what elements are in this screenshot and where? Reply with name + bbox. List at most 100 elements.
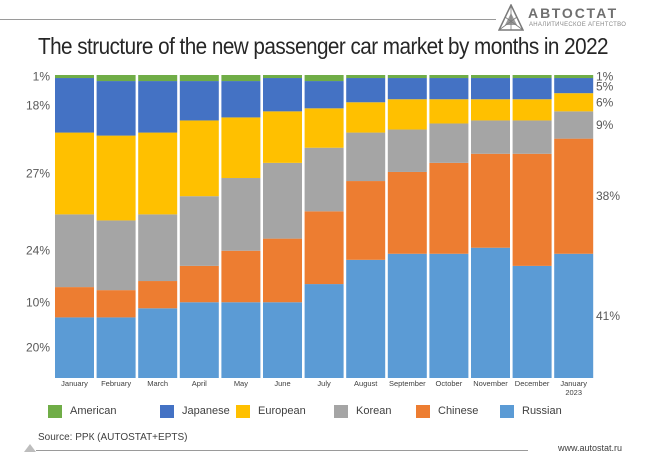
chart-legend: American Japanese European Korean Chinese Rus… [0, 403, 646, 419]
bar-segment-american-12 [512, 75, 552, 79]
autostat-logo: АВТОСТАТ АНАЛИТИЧЕСКОЕ АГЕНТСТВО [498, 4, 638, 34]
bar-segment-european-3 [138, 132, 178, 215]
bar-segment-russian-7 [304, 284, 344, 378]
bar-segment-chinese-12 [512, 153, 552, 266]
bar-segment-korean-2 [96, 220, 136, 291]
bar-segment-japanese-5 [221, 81, 261, 118]
bar-segment-russian-6 [263, 302, 302, 378]
bar-segment-american-13 [554, 75, 594, 79]
bar-segment-korean-11 [471, 120, 510, 154]
left-pct-label-chinese: 10% [26, 295, 50, 309]
bar-segment-european-11 [471, 99, 510, 121]
right-pct-label-european: 6% [596, 95, 614, 109]
category-label-7: July [317, 379, 331, 388]
bar-segment-american-1 [55, 75, 94, 79]
bar-segment-chinese-5 [221, 250, 261, 303]
bar-segment-russian-13 [554, 253, 594, 378]
legend-label-japanese: Japanese [182, 405, 230, 417]
bar-segment-american-11 [471, 75, 510, 79]
bar-segment-russian-2 [96, 317, 136, 378]
legend-label-european: European [258, 405, 306, 417]
legend-swatch-european [236, 404, 250, 418]
bar-segment-korean-1 [55, 214, 94, 288]
bar-segment-japanese-4 [179, 81, 219, 121]
legend-label-korean: Korean [356, 405, 392, 417]
category-label-3: March [147, 379, 168, 388]
bar-segment-american-8 [346, 75, 386, 79]
category-label-13-line2: 2023 [565, 388, 582, 397]
bar-segment-american-7 [304, 75, 344, 82]
bar-segment-russian-11 [471, 247, 510, 378]
bar-segment-japanese-10 [429, 78, 469, 100]
bar-segment-korean-7 [304, 147, 344, 212]
top-rule [0, 19, 496, 20]
legend-label-american: American [70, 405, 117, 417]
bar-segment-korean-8 [346, 132, 386, 182]
logo-name: АВТОСТАТ [528, 5, 619, 21]
category-label-12: December [515, 379, 550, 388]
bar-segment-russian-10 [429, 253, 469, 378]
bar-segment-japanese-2 [96, 81, 136, 136]
left-pct-label-american: 1% [33, 70, 51, 84]
bar-segment-japanese-11 [471, 78, 510, 100]
legend-item-korean: Korean [334, 403, 391, 419]
bar-segment-russian-9 [387, 253, 427, 378]
right-pct-label-russian: 41% [596, 309, 620, 323]
bar-segment-european-10 [429, 99, 469, 124]
bar-segment-chinese-1 [55, 287, 94, 318]
bar-segment-european-9 [387, 99, 427, 130]
bar-segment-chinese-6 [263, 238, 302, 303]
website-link[interactable]: www.autostat.ru [557, 443, 622, 453]
bar-segment-european-8 [346, 102, 386, 133]
category-label-9: September [389, 379, 426, 388]
bar-segment-korean-13 [554, 111, 594, 139]
bar-segment-european-6 [263, 111, 302, 163]
bar-segment-european-7 [304, 108, 344, 148]
bar-segment-korean-5 [221, 178, 261, 251]
legend-item-japanese: Japanese [160, 403, 230, 419]
bar-segment-european-4 [179, 120, 219, 197]
bar-segment-chinese-9 [387, 171, 427, 254]
category-label-2: February [101, 379, 131, 388]
chart-title: The structure of the new passenger car m… [37, 33, 609, 59]
bar-segment-japanese-12 [512, 78, 552, 100]
bar-segment-japanese-7 [304, 81, 344, 109]
left-pct-label-russian: 20% [26, 341, 50, 355]
legend-item-american: American [48, 403, 116, 419]
category-label-5: May [234, 379, 248, 388]
bar-segment-japanese-1 [55, 78, 94, 133]
legend-label-russian: Russian [522, 405, 562, 417]
bar-segment-american-3 [138, 75, 178, 82]
bar-segment-korean-6 [263, 162, 302, 239]
legend-swatch-chinese [416, 404, 430, 418]
bar-segment-russian-12 [512, 265, 552, 378]
bar-segment-russian-4 [179, 302, 219, 378]
stacked-bar-chart: January February March April May June July Augu… [26, 70, 620, 397]
bar-segment-russian-5 [221, 302, 261, 378]
bar-segment-european-1 [55, 132, 94, 215]
right-pct-label-chinese: 38% [596, 189, 620, 203]
legend-swatch-russian [500, 404, 514, 418]
bar-segment-chinese-13 [554, 138, 594, 254]
bar-segment-chinese-7 [304, 211, 344, 285]
bar-segment-european-2 [96, 135, 136, 221]
category-label-1: January [61, 379, 88, 388]
bar-segment-american-9 [387, 75, 427, 79]
bar-segment-chinese-2 [96, 290, 136, 318]
category-label-10: October [436, 379, 463, 388]
bar-segment-russian-3 [138, 308, 178, 378]
bar-segment-american-5 [221, 75, 261, 82]
left-pct-label-european: 27% [26, 166, 50, 180]
bar-segment-russian-1 [55, 317, 94, 378]
bar-segment-korean-3 [138, 214, 178, 282]
bar-segment-japanese-8 [346, 78, 386, 103]
bar-segment-european-13 [554, 93, 594, 112]
bottom-rule [36, 450, 528, 451]
bar-segment-chinese-11 [471, 153, 510, 248]
bar-segment-japanese-6 [263, 78, 302, 112]
left-pct-label-korean: 24% [26, 244, 50, 258]
bar-segment-chinese-4 [179, 265, 219, 303]
bar-segment-korean-10 [429, 123, 469, 163]
bar-segment-chinese-3 [138, 281, 178, 309]
bar-segment-european-12 [512, 99, 552, 121]
